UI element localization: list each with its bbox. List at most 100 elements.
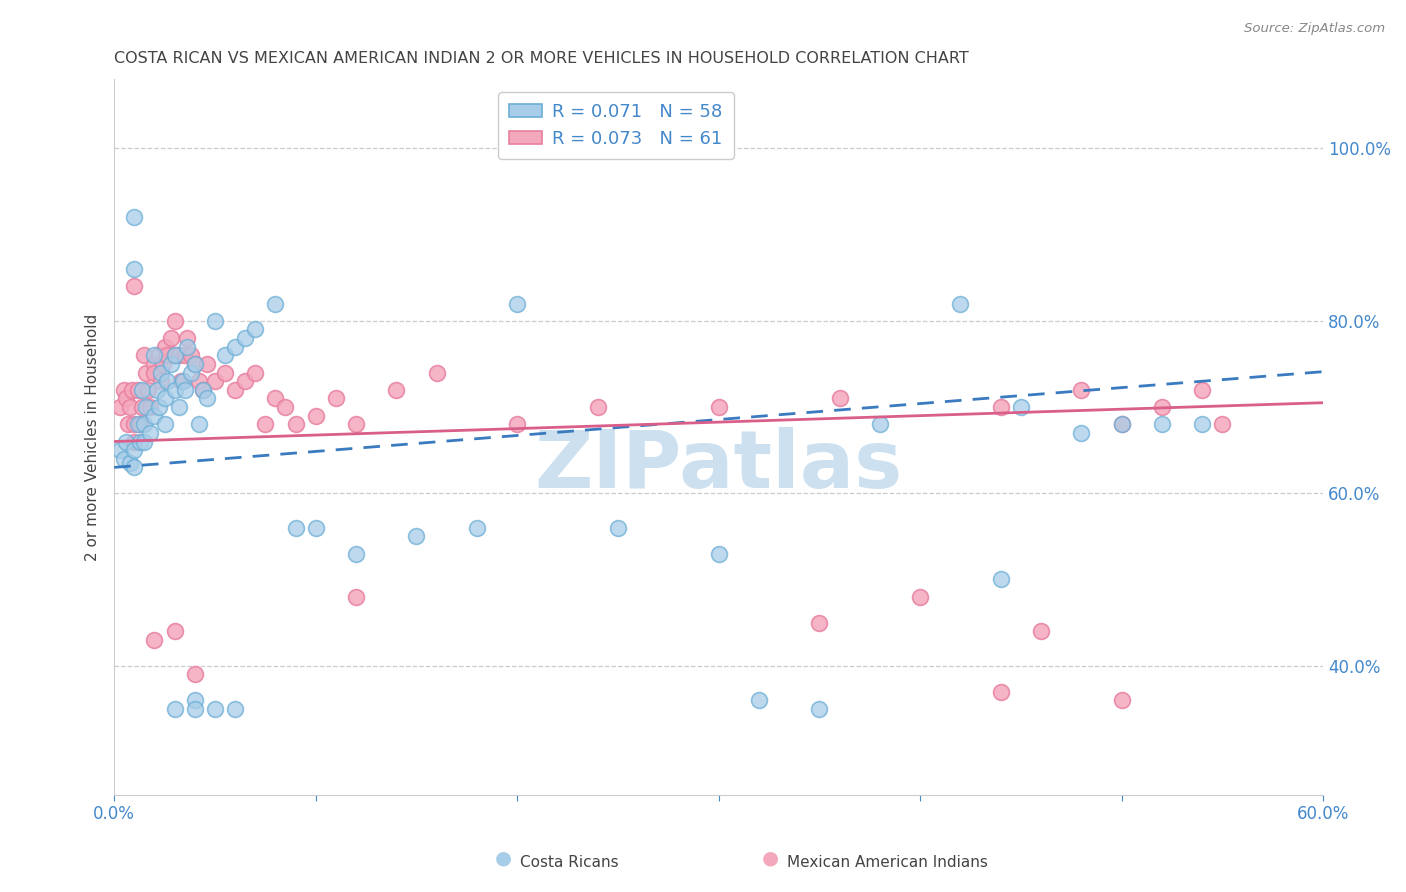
Point bbox=[1111, 417, 1133, 432]
Point bbox=[153, 392, 176, 406]
Point bbox=[131, 400, 153, 414]
Point bbox=[121, 383, 143, 397]
Point bbox=[153, 417, 176, 432]
Point bbox=[990, 573, 1012, 587]
Point bbox=[176, 331, 198, 345]
Point bbox=[1070, 383, 1092, 397]
Point bbox=[405, 529, 427, 543]
Point bbox=[606, 521, 628, 535]
Point bbox=[127, 383, 149, 397]
Point bbox=[949, 296, 972, 310]
Text: ●: ● bbox=[495, 848, 512, 867]
Point bbox=[184, 357, 207, 371]
Point bbox=[149, 374, 172, 388]
Point bbox=[124, 460, 146, 475]
Point bbox=[112, 383, 135, 397]
Point bbox=[163, 314, 186, 328]
Point bbox=[990, 400, 1012, 414]
Point bbox=[129, 434, 152, 449]
Point bbox=[124, 434, 146, 449]
Point bbox=[143, 348, 166, 362]
Point bbox=[1010, 400, 1032, 414]
Point bbox=[233, 331, 256, 345]
Point bbox=[1111, 417, 1133, 432]
Point bbox=[869, 417, 891, 432]
Point bbox=[204, 374, 226, 388]
Point bbox=[191, 383, 214, 397]
Point bbox=[344, 417, 367, 432]
Point bbox=[426, 366, 449, 380]
Point bbox=[143, 632, 166, 647]
Point bbox=[180, 348, 202, 362]
Point bbox=[748, 693, 770, 707]
Point bbox=[143, 357, 166, 371]
Point bbox=[163, 702, 186, 716]
Legend: R = 0.071   N = 58, R = 0.073   N = 61: R = 0.071 N = 58, R = 0.073 N = 61 bbox=[498, 92, 734, 159]
Text: ●: ● bbox=[762, 848, 779, 867]
Point bbox=[159, 331, 181, 345]
Point bbox=[110, 443, 132, 458]
Point bbox=[163, 348, 186, 362]
Point bbox=[808, 615, 831, 630]
Point bbox=[191, 383, 214, 397]
Point bbox=[129, 417, 152, 432]
Point bbox=[139, 425, 162, 440]
Point bbox=[204, 702, 226, 716]
Point bbox=[167, 400, 190, 414]
Point bbox=[149, 366, 172, 380]
Point bbox=[153, 340, 176, 354]
Point bbox=[124, 443, 146, 458]
Point bbox=[344, 547, 367, 561]
Point bbox=[117, 417, 139, 432]
Point bbox=[187, 374, 209, 388]
Point bbox=[214, 366, 236, 380]
Point bbox=[808, 702, 831, 716]
Text: ZIPatlas: ZIPatlas bbox=[534, 427, 903, 505]
Point bbox=[224, 702, 246, 716]
Point bbox=[159, 357, 181, 371]
Point bbox=[1211, 417, 1233, 432]
Point bbox=[990, 684, 1012, 698]
Point bbox=[214, 348, 236, 362]
Point bbox=[344, 590, 367, 604]
Point bbox=[180, 366, 202, 380]
Point bbox=[204, 314, 226, 328]
Point bbox=[1070, 425, 1092, 440]
Point bbox=[124, 211, 146, 225]
Point bbox=[148, 348, 170, 362]
Point bbox=[170, 374, 193, 388]
Point bbox=[245, 322, 267, 336]
Point bbox=[167, 348, 190, 362]
Point bbox=[176, 340, 198, 354]
Point bbox=[195, 392, 218, 406]
Y-axis label: 2 or more Vehicles in Household: 2 or more Vehicles in Household bbox=[86, 314, 100, 561]
Point bbox=[134, 434, 156, 449]
Point bbox=[274, 400, 297, 414]
Point bbox=[1111, 693, 1133, 707]
Point bbox=[155, 374, 177, 388]
Point bbox=[152, 357, 174, 371]
Point bbox=[135, 400, 157, 414]
Point bbox=[264, 392, 287, 406]
Point bbox=[1150, 417, 1173, 432]
Point bbox=[120, 400, 142, 414]
Point bbox=[163, 348, 186, 362]
Point bbox=[506, 296, 529, 310]
Point bbox=[143, 366, 166, 380]
Point bbox=[385, 383, 408, 397]
Point bbox=[195, 357, 218, 371]
Point bbox=[124, 262, 146, 277]
Point bbox=[184, 357, 207, 371]
Point bbox=[155, 348, 177, 362]
Text: Mexican American Indians: Mexican American Indians bbox=[787, 855, 988, 870]
Point bbox=[284, 521, 307, 535]
Point bbox=[1191, 383, 1213, 397]
Point bbox=[707, 400, 730, 414]
Point bbox=[586, 400, 609, 414]
Point bbox=[172, 374, 194, 388]
Point bbox=[233, 374, 256, 388]
Point bbox=[184, 667, 207, 681]
Point bbox=[135, 366, 157, 380]
Text: Source: ZipAtlas.com: Source: ZipAtlas.com bbox=[1244, 22, 1385, 36]
Point bbox=[115, 434, 138, 449]
